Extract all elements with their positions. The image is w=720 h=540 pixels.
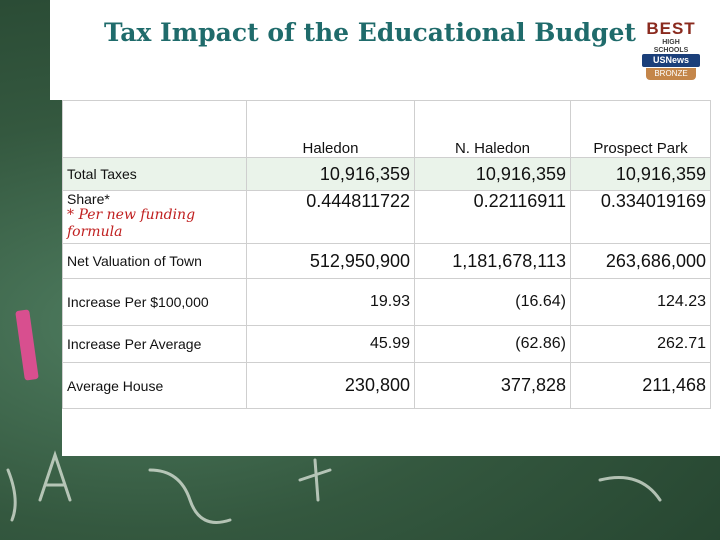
row-label: Increase Per Average [62, 325, 247, 363]
row-label: Average House [62, 362, 247, 409]
table-row: Share* * Per new funding formula 0.44481… [62, 190, 711, 244]
badge-brand: USNews [642, 54, 700, 67]
column-header: Prospect Park [570, 100, 711, 158]
table-row: Total Taxes 10,916,359 10,916,359 10,916… [62, 157, 711, 191]
table-cell: 10,916,359 [414, 157, 571, 191]
badge-subtitle: HIGH SCHOOLS [653, 39, 689, 54]
table-cell: 211,468 [570, 362, 711, 409]
column-header: N. Haledon [414, 100, 571, 158]
table-row: Net Valuation of Town 512,950,900 1,181,… [62, 243, 711, 279]
table-cell: 262.71 [570, 325, 711, 363]
table-cell: 230,800 [246, 362, 415, 409]
table-cell: (62.86) [414, 325, 571, 363]
table-cell: (16.64) [414, 278, 571, 326]
table-cell: 377,828 [414, 362, 571, 409]
badge-tier: BRONZE [646, 68, 696, 80]
header-empty [62, 100, 247, 158]
table-cell: 263,686,000 [570, 243, 711, 279]
page-title: Tax Impact of the Educational Budget [104, 18, 636, 47]
row-label: Increase Per $100,000 [62, 278, 247, 326]
best-high-schools-badge: BEST HIGH SCHOOLS USNews BRONZE [640, 18, 702, 82]
table-cell: 10,916,359 [246, 157, 415, 191]
table-row: Average House 230,800 377,828 211,468 [62, 362, 711, 409]
table-cell: 19.93 [246, 278, 415, 326]
table-cell: 512,950,900 [246, 243, 415, 279]
badge-best-text: BEST [646, 19, 696, 38]
tax-impact-table: Haledon N. Haledon Prospect Park Total T… [62, 100, 711, 409]
table-cell: 0.334019169 [570, 190, 711, 244]
table-cell: 124.23 [570, 278, 711, 326]
table-cell: 0.22116911 [414, 190, 571, 244]
table-cell: 45.99 [246, 325, 415, 363]
table-row: Increase Per Average 45.99 (62.86) 262.7… [62, 325, 711, 363]
table-cell: 10,916,359 [570, 157, 711, 191]
table-cell: 1,181,678,113 [414, 243, 571, 279]
slide-header-area [50, 0, 720, 100]
row-label-cell: Share* * Per new funding formula [62, 190, 247, 244]
footnote: * Per new funding formula [67, 207, 196, 240]
row-label: Net Valuation of Town [62, 243, 247, 279]
column-header: Haledon [246, 100, 415, 158]
chalk-stick-icon [15, 309, 39, 381]
table-cell: 0.444811722 [246, 190, 415, 244]
table-row: Increase Per $100,000 19.93 (16.64) 124.… [62, 278, 711, 326]
row-label: Share* [67, 191, 110, 208]
table-header-row: Haledon N. Haledon Prospect Park [62, 100, 711, 158]
row-label: Total Taxes [62, 157, 247, 191]
